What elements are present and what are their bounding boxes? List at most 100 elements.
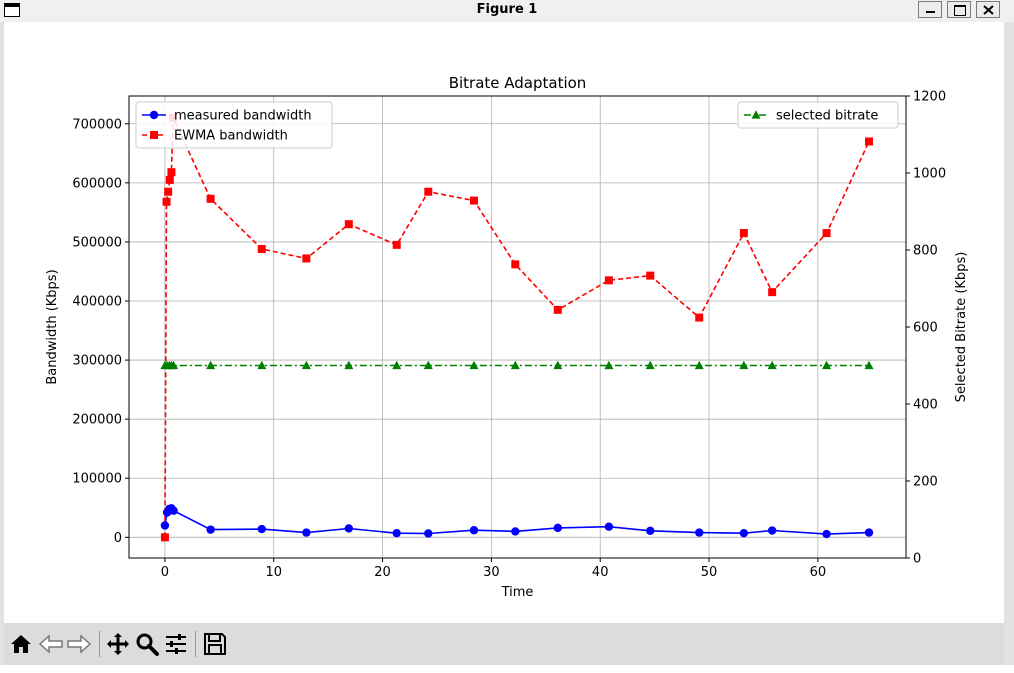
data-point xyxy=(604,360,614,370)
x-tick-label: 20 xyxy=(374,565,391,580)
navigation-toolbar xyxy=(4,623,1004,665)
close-button[interactable] xyxy=(976,1,1000,18)
data-point xyxy=(469,526,479,535)
configure-subplots-icon[interactable] xyxy=(163,631,189,657)
y-right-tick-label: 400 xyxy=(913,398,938,413)
y-tick-label: 300000 xyxy=(72,354,122,369)
maximize-button[interactable] xyxy=(947,1,971,18)
legend-left-marker xyxy=(149,110,159,120)
data-point xyxy=(646,526,655,536)
data-point xyxy=(511,260,520,269)
legend-left-marker xyxy=(150,131,158,139)
legend-left-label: measured bandwidth xyxy=(174,109,312,124)
data-point xyxy=(302,254,311,263)
data-point xyxy=(739,528,749,538)
y-tick-label: 0 xyxy=(114,531,122,546)
back-arrow-icon[interactable] xyxy=(38,631,64,657)
window-title: Figure 1 xyxy=(476,2,538,17)
data-point xyxy=(767,360,777,370)
data-point xyxy=(424,529,433,538)
data-point xyxy=(162,197,171,206)
data-point xyxy=(392,240,401,249)
data-point xyxy=(424,187,433,196)
data-point xyxy=(257,360,267,370)
y-right-tick-label: 200 xyxy=(913,475,938,490)
legend-right-label: selected bitrate xyxy=(776,109,878,124)
window-bottom-edge xyxy=(0,665,1014,673)
legend-left-label: EWMA bandwidth xyxy=(174,129,288,144)
data-point xyxy=(206,525,215,534)
y-tick-label: 700000 xyxy=(72,117,122,132)
home-icon[interactable] xyxy=(8,631,34,657)
data-point xyxy=(511,527,520,536)
x-tick-label: 50 xyxy=(701,565,718,580)
y-right-tick-label: 1000 xyxy=(913,167,946,182)
pan-icon[interactable] xyxy=(105,631,131,657)
data-point xyxy=(553,360,563,370)
data-point xyxy=(510,360,520,370)
x-axis-label: Time xyxy=(501,585,534,600)
forward-arrow-icon[interactable] xyxy=(66,631,92,657)
data-point xyxy=(739,360,749,370)
y-right-tick-label: 0 xyxy=(913,552,921,567)
data-point xyxy=(344,220,353,229)
data-point xyxy=(768,288,777,297)
data-point xyxy=(469,196,478,205)
close-icon xyxy=(983,5,994,15)
data-point xyxy=(646,271,655,280)
data-point xyxy=(822,360,832,370)
save-icon[interactable] xyxy=(202,631,228,657)
data-point xyxy=(160,533,169,542)
window-titlebar: Figure 1 xyxy=(0,0,1014,23)
data-point xyxy=(423,360,433,370)
legend-right-marker xyxy=(751,110,761,119)
data-point xyxy=(392,528,401,538)
data-point xyxy=(604,522,614,531)
window-menu-icon[interactable] xyxy=(4,3,20,17)
data-point xyxy=(739,229,748,238)
data-point xyxy=(694,360,704,370)
chart: 0 10 20 30 40 50 60010000020000030000040000050… xyxy=(45,74,969,600)
data-point xyxy=(257,245,266,254)
data-point xyxy=(169,360,179,370)
data-point xyxy=(301,360,311,370)
data-point xyxy=(165,175,174,184)
y-tick-label: 100000 xyxy=(72,472,122,487)
figure-canvas[interactable]: 0 10 20 30 40 50 60 0 100000 200000 300000 400000 50… xyxy=(4,22,1004,622)
data-point xyxy=(822,529,831,539)
data-point xyxy=(865,137,873,146)
data-point xyxy=(206,360,216,370)
data-point xyxy=(257,524,266,534)
legend-left-box xyxy=(135,101,333,149)
window-border-left xyxy=(0,22,4,673)
minimize-button[interactable] xyxy=(918,1,942,18)
zoom-icon[interactable] xyxy=(134,631,160,657)
x-tick-label: 30 xyxy=(483,565,500,580)
y-axis-label: Bandwidth (Kbps) xyxy=(45,269,60,384)
data-point xyxy=(302,528,311,537)
data-point xyxy=(344,524,354,533)
y-right-tick-label: 1200 xyxy=(913,90,946,105)
data-point xyxy=(344,360,354,370)
data-point xyxy=(206,194,215,203)
plot-frame xyxy=(128,95,907,559)
data-point xyxy=(604,276,613,285)
data-point xyxy=(822,229,831,238)
data-point xyxy=(469,360,479,370)
y-right-axis-label: Selected Bitrate (Kbps) xyxy=(954,252,969,403)
data-point xyxy=(553,523,562,533)
data-point xyxy=(167,168,176,177)
y-tick-label: 500000 xyxy=(72,235,122,250)
data-point xyxy=(645,360,655,370)
data-point xyxy=(392,360,402,370)
legend-right-box xyxy=(737,101,899,129)
x-tick-label: 10 xyxy=(265,565,282,580)
data-point xyxy=(553,305,562,314)
chart-title: Bitrate Adaptation xyxy=(449,74,587,92)
x-tick-label: 0 xyxy=(161,565,169,580)
data-point xyxy=(864,360,874,370)
data-point xyxy=(695,313,704,322)
data-point xyxy=(864,528,874,537)
x-tick-label: 60 xyxy=(810,565,827,580)
y-tick-label: 600000 xyxy=(72,176,122,191)
